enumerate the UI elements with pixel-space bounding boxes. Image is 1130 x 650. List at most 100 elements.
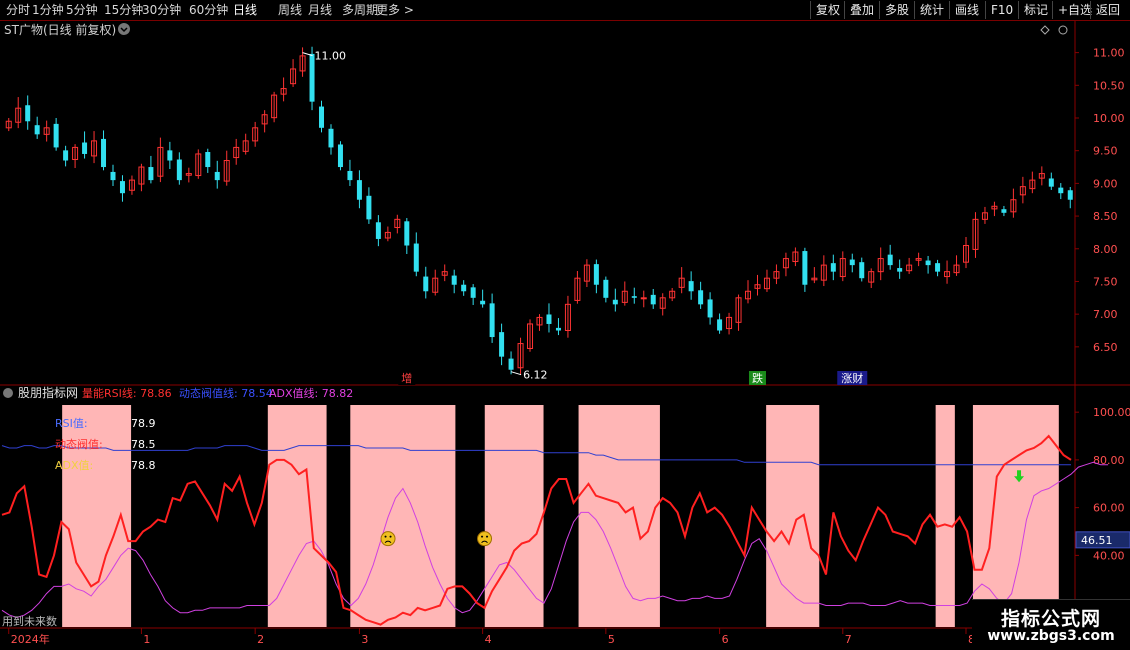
toolbar-button-7[interactable]: +自选 <box>1052 1 1097 19</box>
candle-body <box>669 290 676 299</box>
candle-body <box>290 68 297 85</box>
candle-body <box>944 271 951 278</box>
toolbar-button-8[interactable]: 返回 <box>1090 1 1125 19</box>
toolbar-button-1[interactable]: 叠加 <box>844 1 879 19</box>
candle-body <box>167 150 173 161</box>
toolbar-button-6[interactable]: 标记 <box>1018 1 1053 19</box>
period-tab-9[interactable]: 多周期 <box>342 3 379 17</box>
candle-body <box>299 55 306 72</box>
signal-zone-4 <box>578 405 660 627</box>
main-y-tick-label: 7.50 <box>1093 275 1118 288</box>
period-tab-0[interactable]: 分时 <box>6 3 31 17</box>
candle-body <box>25 105 31 122</box>
signal-zone-1 <box>267 405 327 627</box>
candle-body <box>564 303 571 332</box>
candle-body <box>148 167 154 181</box>
legend-entry-0: 量能RSI线: 78.86 <box>82 386 172 400</box>
candle-body <box>384 231 391 239</box>
period-tab-5[interactable]: 60分钟 <box>189 3 229 17</box>
candle-body <box>717 319 723 331</box>
candle-body <box>5 120 12 129</box>
candle-body <box>820 264 827 281</box>
candle-body <box>101 138 107 168</box>
sad-face-icon <box>477 531 493 547</box>
inner-value-1: 78.5 <box>131 438 156 451</box>
candle-body <box>309 53 315 102</box>
toolbar-button-4[interactable]: 画线 <box>949 1 984 19</box>
candle-body <box>915 258 922 261</box>
signal-label-2: 涨财 <box>841 371 863 385</box>
candle-body <box>233 146 240 159</box>
candle-body <box>319 106 325 128</box>
candle-body <box>877 258 884 273</box>
candle-body <box>271 94 278 119</box>
candle-body <box>991 205 998 210</box>
candle-body <box>603 279 609 298</box>
candle-body <box>887 254 893 266</box>
circle-icon <box>1058 25 1068 35</box>
x-axis-label-2: 2 <box>257 633 264 646</box>
candle-body <box>138 166 145 185</box>
candle-body <box>754 284 761 289</box>
candle-body <box>650 294 656 305</box>
indicator-title: 股朋指标网 <box>18 385 78 400</box>
signal-label-bg <box>748 371 766 385</box>
x-axis-label-1: 1 <box>143 633 150 646</box>
price-annotation-arrow <box>510 371 522 376</box>
candle-body <box>981 212 988 220</box>
period-tab-10[interactable]: 更多 > <box>376 3 414 17</box>
period-tab-8[interactable]: 月线 <box>308 3 333 17</box>
toolbar-button-2[interactable]: 多股 <box>879 1 914 19</box>
signal-label-bg <box>837 371 868 385</box>
toolbar-button-3[interactable]: 统计 <box>914 1 949 19</box>
candle-body <box>707 299 713 318</box>
candle-body <box>536 316 543 326</box>
candle-body <box>897 268 903 272</box>
candle-body <box>242 140 249 152</box>
candle-body <box>432 277 439 293</box>
toolbar-button-0[interactable]: 复权 <box>810 1 845 19</box>
candle-body <box>337 144 343 168</box>
candle-body <box>423 276 429 292</box>
candle-body <box>527 323 534 349</box>
ind-y-tick-label: 100.00 <box>1093 406 1130 419</box>
period-tab-6[interactable]: 日线 <box>233 3 258 17</box>
candle-body <box>451 275 457 285</box>
candle-body <box>15 107 22 123</box>
candle-body <box>1010 199 1017 213</box>
up-arrow-icon <box>1014 470 1025 483</box>
candle-body <box>953 264 960 274</box>
main-y-tick-label: 9.50 <box>1093 145 1118 158</box>
sad-face-eye <box>481 535 484 538</box>
candle-body <box>1001 209 1007 213</box>
candle-body <box>366 195 372 220</box>
candle-body <box>43 127 50 135</box>
period-tab-7[interactable]: 周线 <box>278 3 303 17</box>
candle-body <box>935 263 941 272</box>
period-toolbar: 分时 1分钟 5分钟 15分钟 30分钟 60分钟 日线 周线 月线 多周期 更多 > 复权 叠加 多股统… <box>0 0 1130 21</box>
toolbar-button-5[interactable]: F10 <box>985 1 1018 19</box>
candle-body <box>517 343 524 369</box>
signal-label-bg <box>398 371 416 385</box>
legend-entry-2: ADX值线: 78.82 <box>269 386 353 400</box>
candle-body <box>72 146 79 161</box>
candle-body <box>480 300 486 305</box>
candle-body <box>726 316 733 330</box>
candle-body <box>223 160 230 182</box>
period-tab-4[interactable]: 30分钟 <box>142 3 182 17</box>
candle-body <box>252 127 259 142</box>
main-y-tick-label: 10.50 <box>1093 79 1125 92</box>
inner-label-2: ADX值: <box>55 459 93 472</box>
candle-body <box>461 284 467 292</box>
period-tab-1[interactable]: 1分钟 <box>32 3 64 17</box>
main-y-tick-label: 7.00 <box>1093 308 1118 321</box>
candle-body <box>441 271 448 276</box>
period-tab-3[interactable]: 15分钟 <box>104 3 144 17</box>
inner-value-2: 78.8 <box>131 459 156 472</box>
current-value-badge-bg <box>1075 531 1130 549</box>
candle-body <box>745 290 752 300</box>
candle-body <box>839 258 846 278</box>
candle-body <box>763 277 770 290</box>
signal-label-0: 增 <box>401 371 412 385</box>
period-tab-2[interactable]: 5分钟 <box>66 3 98 17</box>
